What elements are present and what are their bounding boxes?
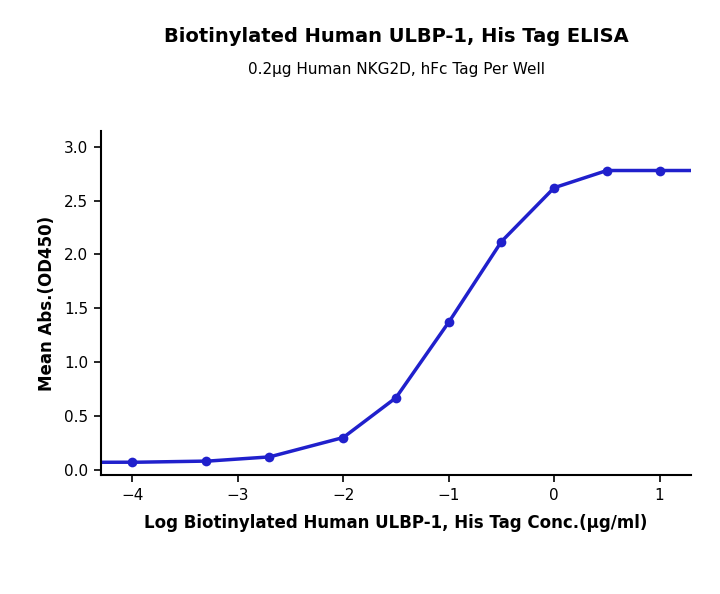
Text: 0.2μg Human NKG2D, hFc Tag Per Well: 0.2μg Human NKG2D, hFc Tag Per Well xyxy=(248,62,544,77)
X-axis label: Log Biotinylated Human ULBP-1, His Tag Conc.(μg/ml): Log Biotinylated Human ULBP-1, His Tag C… xyxy=(144,514,648,532)
Y-axis label: Mean Abs.(OD450): Mean Abs.(OD450) xyxy=(37,216,55,390)
Text: Biotinylated Human ULBP-1, His Tag ELISA: Biotinylated Human ULBP-1, His Tag ELISA xyxy=(163,27,629,46)
